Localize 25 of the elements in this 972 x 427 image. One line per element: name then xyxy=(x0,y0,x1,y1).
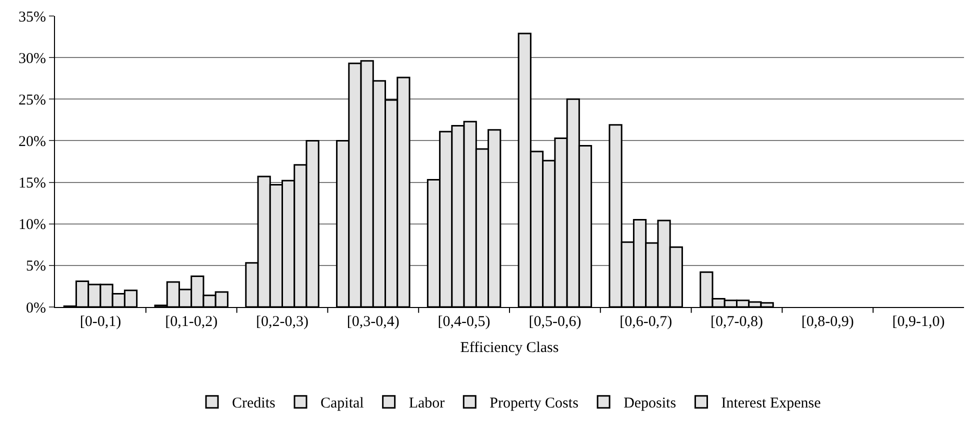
legend-label: Deposits xyxy=(624,396,676,412)
y-tick-label: 20% xyxy=(18,134,46,150)
legend-label: Credits xyxy=(232,396,276,412)
y-tick-label: 0% xyxy=(26,300,46,316)
y-tick-label: 35% xyxy=(18,9,46,26)
y-tick-label: 10% xyxy=(18,217,46,234)
y-tick-label: 25% xyxy=(18,92,46,108)
y-tick-label: 5% xyxy=(26,258,46,275)
x-tick-label: [0-0,1) xyxy=(80,314,122,330)
x-tick-label: [0,5-0,6) xyxy=(528,314,582,330)
y-tick-label: 15% xyxy=(18,176,46,192)
x-tick-label: [0,7-0,8) xyxy=(710,314,763,330)
x-tick-label: [0,8-0,9) xyxy=(801,314,854,330)
x-axis-title: Efficiency Class xyxy=(460,340,559,356)
x-tick-label: [0,1-0,2) xyxy=(165,314,218,330)
legend-label: Labor xyxy=(408,396,445,412)
x-tick-label: [0,9-1,0) xyxy=(892,314,945,330)
x-tick-label: [0,4-0,5) xyxy=(438,314,490,330)
legend-label: Interest Expense xyxy=(721,396,822,412)
x-tick-label: [0,6-0,7) xyxy=(620,314,672,330)
x-tick-label: [0,2-0,3) xyxy=(256,314,308,330)
legend-label: Property Costs xyxy=(490,396,579,412)
y-tick-label: 30% xyxy=(18,50,46,67)
x-tick-label: [0,3-0,4) xyxy=(346,314,400,330)
legend-label: Capital xyxy=(320,396,364,412)
